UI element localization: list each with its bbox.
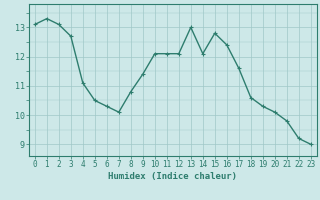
X-axis label: Humidex (Indice chaleur): Humidex (Indice chaleur) [108,172,237,181]
